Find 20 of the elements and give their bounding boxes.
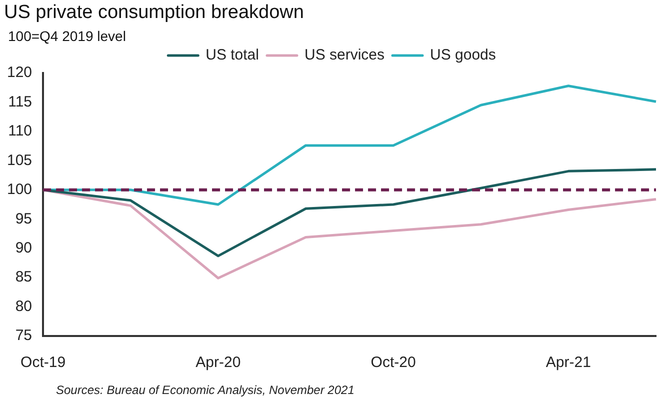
y-tick-label: 95 [15,210,32,228]
chart-title: US private consumption breakdown [4,2,304,24]
chart-subtitle: 100=Q4 2019 level [8,28,126,44]
legend-label: US total [206,46,259,64]
x-tick-label: Apr-20 [196,354,241,372]
y-tick-label: 100 [6,181,32,198]
y-tick-label: 90 [15,239,32,256]
y-tick-label: 105 [6,152,32,169]
y-tick-label: 120 [6,64,32,82]
x-tick-label: Apr-21 [546,354,591,372]
x-tick-label: Oct-20 [370,354,416,372]
y-tick-label: 80 [15,298,32,315]
y-tick-label: 85 [15,268,32,286]
legend-label: US goods [430,46,496,64]
x-tick-label: Oct-19 [20,354,66,372]
y-tick-label: 110 [8,122,32,140]
legend-label: US services [304,46,385,64]
source-note: Sources: Bureau of Economic Analysis, November 2021 [56,383,354,397]
y-tick-label: 75 [15,327,32,344]
y-tick-label: 115 [8,93,32,110]
